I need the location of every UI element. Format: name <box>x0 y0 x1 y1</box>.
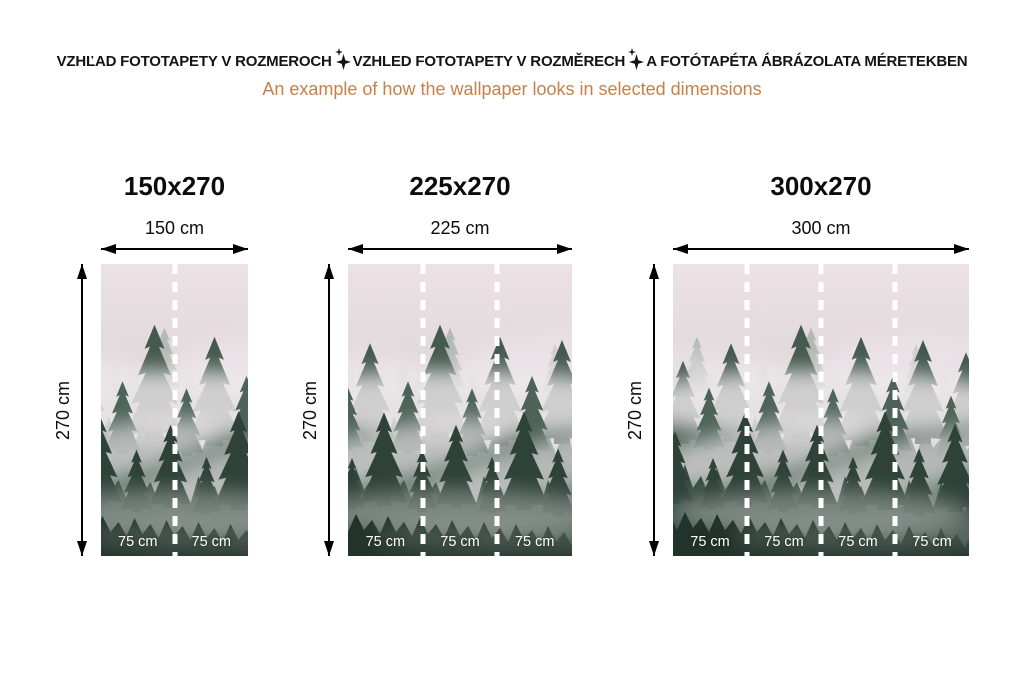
header: VZHĽAD FOTOTAPETY V ROZMEROCH VZHLED FOT… <box>0 0 1024 100</box>
wallpaper-preview: 75 cm 75 cm 75 cm 75 cm <box>673 264 969 556</box>
height-dimension-text: 270 cm <box>625 380 646 440</box>
wallpaper-preview: 75 cm 75 cm 75 cm <box>348 264 572 556</box>
segment-width-label: 75 cm <box>912 534 952 550</box>
height-arrow <box>323 264 335 556</box>
panel-seam-divider <box>892 264 898 556</box>
height-dimension-text: 270 cm <box>53 380 74 440</box>
width-dimension-label: 225 cm <box>430 218 490 238</box>
sparkle-icon <box>628 48 645 70</box>
width-dimension-label: 150 cm <box>144 218 205 238</box>
width-dimension-label: 300 cm <box>791 218 851 238</box>
width-arrow <box>101 243 248 255</box>
segment-labels-row: 75 cm 75 cm <box>101 533 248 551</box>
height-arrow <box>76 264 88 556</box>
height-dimension-text: 270 cm <box>300 380 321 440</box>
panel-title: 150x270 <box>123 171 226 201</box>
panel-title: 300x270 <box>770 171 872 201</box>
height-arrow <box>648 264 660 556</box>
forest-wallpaper-image <box>348 264 572 556</box>
segment-width-label: 75 cm <box>118 534 158 550</box>
panel-seam-divider <box>172 264 177 556</box>
panel-seam-divider <box>494 264 500 556</box>
segment-width-label: 75 cm <box>514 534 555 550</box>
width-arrow <box>348 243 572 255</box>
panel-seam-divider <box>818 264 824 556</box>
height-dimension-label: 270 cm <box>624 264 648 556</box>
segment-width-label: 75 cm <box>440 534 480 550</box>
panel-seam-divider <box>420 264 426 556</box>
height-dimension-label: 270 cm <box>52 264 76 556</box>
panel-seam-divider <box>744 264 750 556</box>
size-panel-300x270: 300x270 300 cm 270 cm 75 cm 75 cm 75 cm … <box>621 170 969 562</box>
page-subtitle: An example of how the wallpaper looks in… <box>262 79 762 99</box>
wallpaper-preview: 75 cm 75 cm <box>101 264 248 556</box>
sparkle-icon <box>334 48 351 70</box>
width-arrow <box>673 243 969 255</box>
segment-labels-row: 75 cm 75 cm 75 cm 75 cm <box>673 533 969 551</box>
size-panel-225x270: 225x270 225 cm 270 cm 75 cm 75 cm 75 cm <box>296 170 572 562</box>
title-part-hungarian: A FOTÓTAPÉTA ÁBRÁZOLATA MÉRETEKBEN <box>646 53 968 70</box>
segment-width-label: 75 cm <box>838 534 878 550</box>
segment-width-label: 75 cm <box>690 534 730 550</box>
size-panel-150x270: 150x270 150 cm 270 cm 75 cm 75 cm <box>49 170 248 562</box>
segment-width-label: 75 cm <box>191 534 232 550</box>
segment-width-label: 75 cm <box>764 534 804 550</box>
title-part-czech: VZHLED FOTOTAPETY V ROZMĚRECH <box>352 53 626 70</box>
panel-title: 225x270 <box>409 171 511 201</box>
title-part-slovak: VZHĽAD FOTOTAPETY V ROZMEROCH <box>56 53 332 70</box>
height-dimension-label: 270 cm <box>299 264 323 556</box>
segment-labels-row: 75 cm 75 cm 75 cm <box>348 533 572 551</box>
segment-width-label: 75 cm <box>365 534 406 550</box>
page-title: VZHĽAD FOTOTAPETY V ROZMEROCH VZHLED FOT… <box>0 48 1024 72</box>
